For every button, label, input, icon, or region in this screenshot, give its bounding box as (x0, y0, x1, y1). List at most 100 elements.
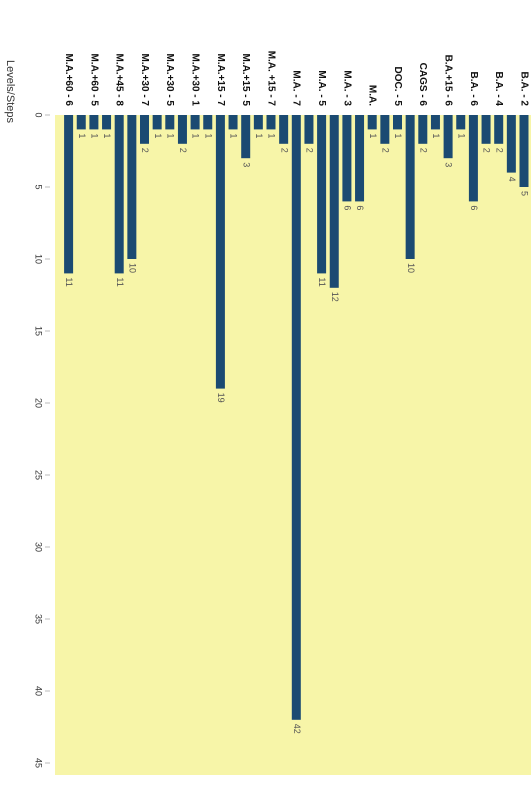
value-label: 2 (140, 148, 150, 153)
value-label: 6 (343, 205, 353, 210)
value-label: 1 (77, 133, 87, 138)
category-label: M.A.+60 - 6 (63, 53, 74, 106)
value-label: 1 (90, 133, 100, 138)
y-tick-label: 25 (34, 470, 44, 480)
bar (215, 115, 225, 389)
value-label: 42 (292, 724, 302, 734)
bar (76, 115, 86, 130)
category-label: M.A. - 3 (341, 70, 352, 106)
bar (317, 115, 327, 274)
value-label: 1 (102, 133, 112, 138)
bar (152, 115, 162, 130)
value-label: 2 (279, 148, 289, 153)
y-tick-label: 35 (34, 614, 44, 624)
axis-label: Levels/Steps (4, 60, 16, 123)
value-label: 2 (380, 148, 390, 153)
bar (506, 115, 516, 173)
category-label: M.A.+60 - 5 (88, 53, 99, 106)
category-label: M.A. (367, 85, 378, 106)
bar (494, 115, 504, 144)
value-label: 1 (229, 133, 239, 138)
category-label: M.A. - 7 (291, 70, 302, 106)
category-label: CAGS - 6 (417, 63, 428, 107)
value-label: 19 (216, 393, 226, 403)
bar (127, 115, 137, 259)
bar (140, 115, 149, 144)
value-label: 12 (330, 292, 340, 302)
bar (342, 115, 352, 202)
y-tick-label: 20 (34, 398, 44, 408)
value-label: 11 (64, 277, 74, 286)
category-label: B.A.+15 - 6 (442, 55, 453, 107)
value-label: 4 (507, 177, 517, 182)
category-label: M.A.+30 - 5 (164, 53, 175, 106)
bar (430, 115, 440, 130)
bar (418, 115, 428, 144)
value-label: 1 (431, 133, 441, 138)
value-label: 11 (317, 277, 327, 286)
category-label: DOC. - 5 (392, 67, 403, 107)
value-label: 6 (469, 205, 479, 210)
value-label: 1 (368, 133, 378, 138)
value-label: 3 (444, 162, 454, 167)
value-label: 2 (418, 148, 428, 153)
y-tick-label: 45 (34, 758, 44, 768)
category-label: B.A. - 4 (493, 72, 504, 107)
value-label: 1 (203, 133, 213, 138)
y-tick-label: 5 (34, 184, 44, 189)
bar (241, 115, 251, 159)
value-label: 2 (482, 148, 492, 153)
category-label: M.A.+45 - 8 (114, 53, 125, 106)
category-label: M.A.+15 - 5 (240, 53, 251, 106)
value-label: 1 (165, 133, 175, 138)
bar (304, 115, 314, 144)
bar (279, 115, 289, 144)
bar (228, 115, 238, 130)
value-label: 10 (406, 263, 416, 273)
category-label: M.A. +15 - 7 (265, 51, 276, 107)
value-label: 1 (267, 133, 277, 138)
value-label: 1 (191, 133, 201, 138)
bar (443, 115, 453, 159)
value-label: 3 (241, 162, 251, 167)
value-label: 2 (305, 148, 315, 153)
y-tick-label: 40 (34, 686, 44, 696)
category-label: M.A.+15 - 7 (215, 53, 226, 106)
bar (177, 115, 187, 144)
bar (367, 115, 377, 130)
bar (380, 115, 390, 144)
category-label: B.A. - 6 (468, 72, 479, 107)
bar (481, 115, 491, 144)
value-label: 6 (355, 205, 365, 210)
bar (519, 115, 529, 187)
bar (355, 115, 365, 202)
bar (456, 115, 466, 130)
bar (89, 115, 99, 130)
category-label: M.A.+30 - 7 (139, 53, 150, 106)
bar (64, 115, 74, 274)
value-label: 1 (456, 133, 466, 138)
bar (253, 115, 263, 130)
bar (405, 115, 415, 259)
value-label: 10 (127, 263, 137, 273)
y-tick-label: 10 (34, 254, 44, 264)
bar (468, 115, 478, 202)
bar (102, 115, 112, 130)
bar (203, 115, 213, 130)
value-label: 2 (494, 148, 504, 153)
y-tick-label: 30 (34, 542, 44, 552)
value-label: 1 (254, 133, 264, 138)
category-label: M.A.+30 - 1 (189, 53, 200, 106)
bar (190, 115, 200, 130)
bar (165, 115, 175, 130)
bar (114, 115, 124, 274)
category-label: B.A. - 2 (518, 72, 529, 107)
y-tick-label: 15 (34, 326, 44, 336)
value-label: 5 (520, 191, 530, 196)
y-tick-label: 0 (34, 112, 44, 117)
value-label: 2 (178, 148, 188, 153)
value-label: 1 (153, 133, 163, 138)
bar (329, 115, 339, 288)
